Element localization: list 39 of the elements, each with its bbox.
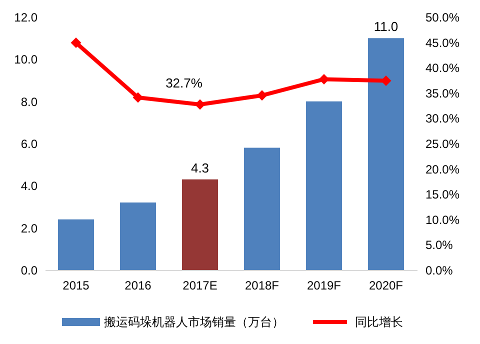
- y2-tick-label: 25.0%: [426, 137, 460, 151]
- y2-tick-label: 20.0%: [426, 162, 460, 176]
- data-label: 32.7%: [166, 76, 203, 91]
- bar: [244, 148, 280, 270]
- x-tick-label: 2016: [124, 278, 152, 292]
- x-tick-label: 2018F: [244, 278, 280, 292]
- y2-tick-label: 5.0%: [426, 238, 454, 252]
- bar: [368, 38, 404, 270]
- y-tick-label: 8.0: [20, 94, 38, 109]
- bar: [58, 219, 94, 270]
- data-label: 11.0: [374, 19, 398, 34]
- y-tick-label: 4.0: [20, 179, 38, 194]
- x-tick-label: 2017E: [182, 278, 218, 292]
- bar: [182, 179, 218, 270]
- x-tick-label: 2020F: [368, 278, 404, 292]
- point: [256, 90, 268, 101]
- y2-tick-label: 45.0%: [426, 36, 460, 50]
- y2-tick-label: 10.0%: [426, 212, 460, 227]
- data-label: 4.3: [190, 160, 210, 176]
- y2-tick-label: 15.0%: [426, 188, 460, 202]
- legend-label: 搬运码垛机器人市场销量（万台）: [104, 315, 284, 329]
- y2-tick-label: 35.0%: [426, 86, 460, 100]
- y-tick-label: 6.0: [20, 137, 38, 151]
- legend-label: 同比增长: [355, 315, 403, 329]
- y-tick-label: 2.0: [20, 221, 38, 236]
- point: [132, 92, 144, 103]
- y-tick-label: 0.0: [20, 264, 38, 278]
- point: [194, 99, 206, 110]
- y-tick-label: 12.0: [14, 10, 38, 24]
- x-tick-label: 2015: [62, 278, 90, 292]
- bar: [120, 202, 156, 270]
- y2-tick-label: 30.0%: [426, 112, 460, 126]
- point: [70, 38, 82, 48]
- y2-tick-label: 40.0%: [426, 61, 460, 76]
- y2-tick-label: 50.0%: [426, 10, 460, 24]
- bar: [306, 101, 342, 270]
- y-tick-label: 10.0: [14, 52, 38, 67]
- y2-tick-label: 0.0%: [426, 264, 454, 278]
- x-tick-label: 2019F: [306, 278, 342, 292]
